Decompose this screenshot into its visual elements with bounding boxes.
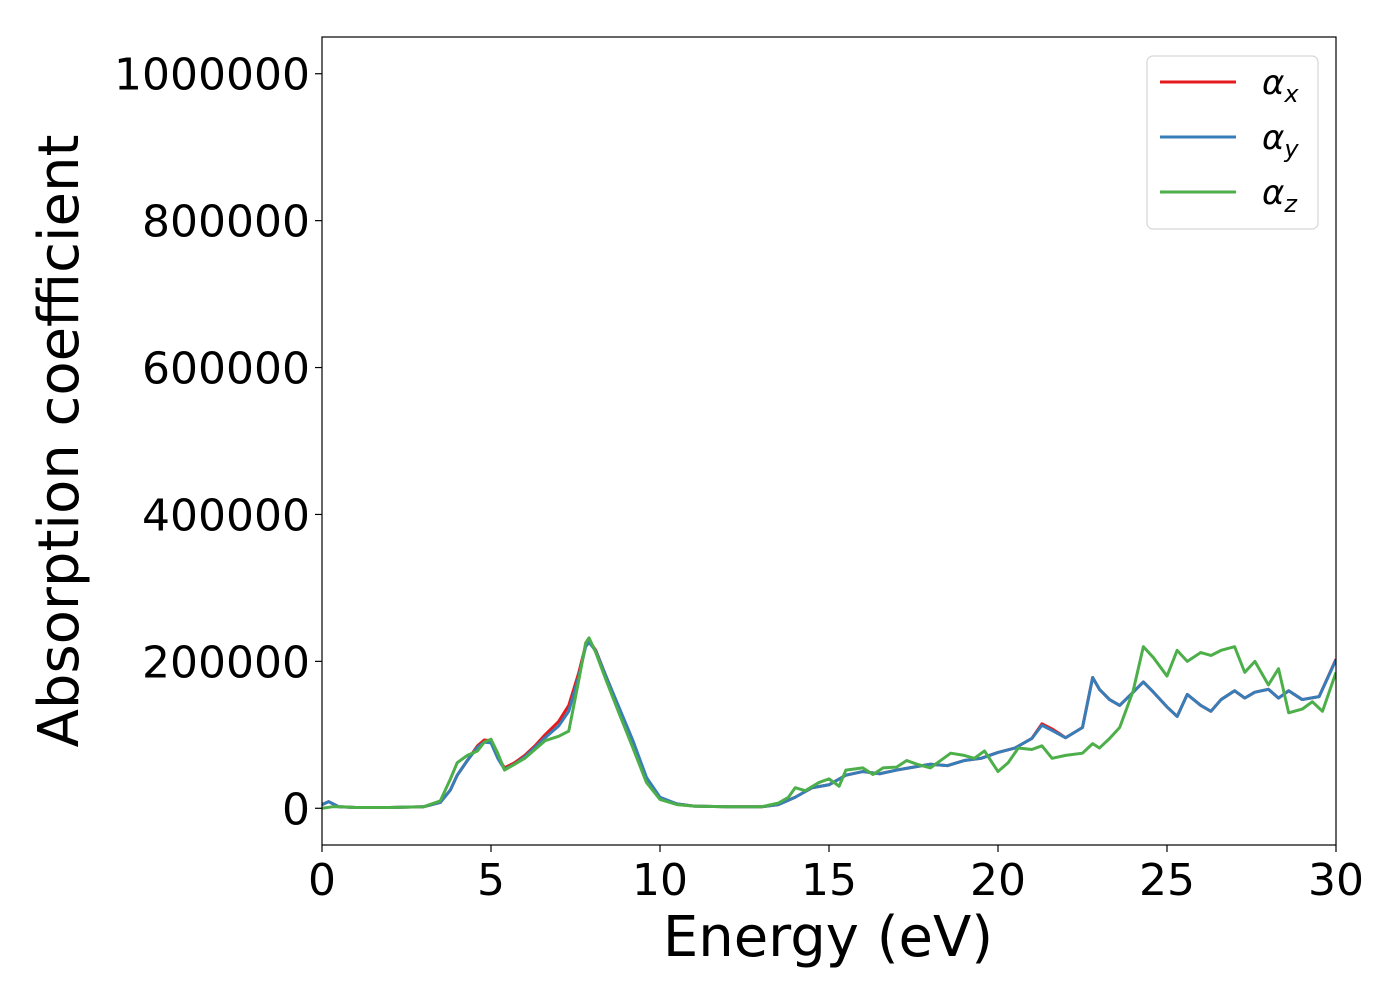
y-tick-label: 1000000 xyxy=(114,50,310,101)
legend-box xyxy=(1146,55,1319,230)
series-line-x xyxy=(322,639,1336,810)
legend-label-y: αy xyxy=(1262,118,1299,163)
series-line-z xyxy=(322,636,1336,810)
x-tick-label: 15 xyxy=(801,855,857,906)
x-tick-label: 20 xyxy=(970,855,1026,906)
legend-label-x: αx xyxy=(1262,63,1299,108)
legend-label-z: αz xyxy=(1262,173,1298,218)
y-axis-title: Absorption coefficient xyxy=(27,135,92,748)
plot-area xyxy=(322,636,1336,810)
axes: 0 5 10 15 20 25 30 0 200000 400000 600000 800000 100… xyxy=(114,36,1364,906)
x-axis-title: Energy (eV) xyxy=(663,905,993,970)
x-tick-label: 0 xyxy=(308,855,336,906)
x-tick-label: 10 xyxy=(632,855,688,906)
x-tick-label: 30 xyxy=(1308,855,1364,906)
x-tick-label: 25 xyxy=(1139,855,1195,906)
y-tick-label: 400000 xyxy=(142,490,310,541)
y-tick-label: 800000 xyxy=(142,197,310,248)
x-tick-label: 5 xyxy=(477,855,505,906)
y-tick-label: 0 xyxy=(282,784,310,835)
series-line-y xyxy=(322,640,1336,810)
legend: αx αy αz xyxy=(1146,55,1319,230)
y-tick-label: 600000 xyxy=(142,344,310,395)
y-tick-label: 200000 xyxy=(142,637,310,688)
